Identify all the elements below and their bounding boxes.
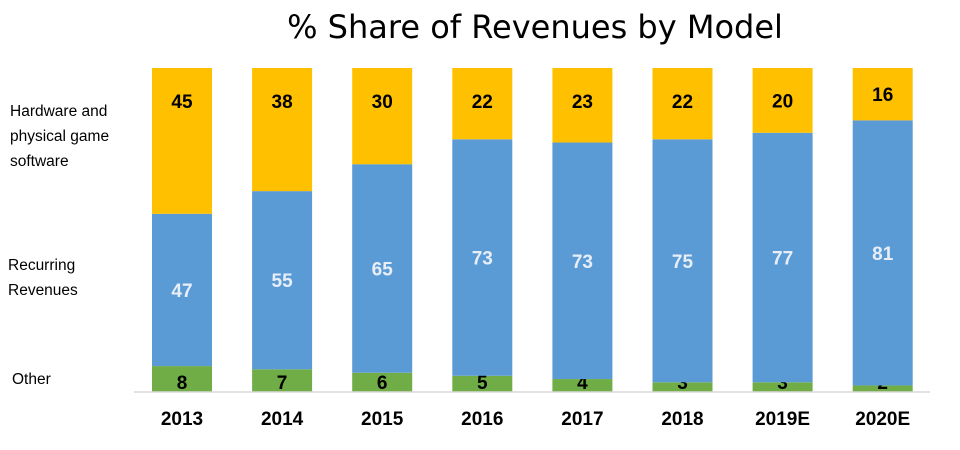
data-label-recurring-2019E: 77	[772, 249, 793, 270]
bar-other-2018	[652, 382, 713, 392]
data-label-other-2019E: 3	[777, 373, 788, 394]
data-label-other-2014: 7	[277, 373, 288, 394]
x-tick-label-2017: 2017	[561, 409, 603, 430]
x-tick-label-2015: 2015	[361, 409, 404, 430]
data-label-hardware-2016: 22	[472, 92, 493, 113]
data-label-recurring-2020E: 81	[872, 244, 894, 265]
bar-hardware-2018	[652, 68, 713, 140]
data-label-recurring-2014: 55	[272, 271, 294, 292]
bar-hardware-2019E	[752, 68, 813, 133]
bar-other-2014	[252, 369, 313, 392]
bar-hardware-2013	[152, 68, 212, 214]
data-label-recurring-2016: 73	[472, 249, 493, 270]
bar-recurring-2018	[652, 139, 713, 383]
data-label-hardware-2019E: 20	[772, 91, 793, 112]
data-label-other-2018: 3	[677, 373, 688, 394]
legend-label-other: Other	[12, 371, 51, 388]
data-label-other-2016: 5	[477, 373, 488, 394]
legend-label-hardware: Hardware and physical game software	[10, 103, 110, 170]
x-tick-label-2014: 2014	[261, 409, 304, 430]
chart-title: % Share of Revenues by Model	[287, 8, 783, 46]
bar-other-2020E	[852, 385, 913, 392]
x-tick-label-2019E: 2019E	[755, 409, 810, 430]
data-label-recurring-2015: 65	[372, 259, 394, 280]
bar-other-2015	[352, 372, 413, 392]
legend-label-recurring: Recurring Revenues	[8, 257, 78, 299]
bar-recurring-2019E	[752, 132, 813, 383]
x-tick-label-2018: 2018	[661, 409, 703, 430]
data-label-recurring-2018: 75	[672, 252, 694, 273]
bar-recurring-2015	[352, 164, 413, 373]
bar-recurring-2020E	[852, 120, 913, 386]
data-label-hardware-2018: 22	[672, 92, 693, 113]
bar-hardware-2014	[252, 68, 313, 192]
bar-recurring-2017	[552, 142, 613, 380]
data-label-hardware-2014: 38	[272, 92, 293, 113]
bar-hardware-2020E	[852, 68, 913, 121]
data-label-recurring-2013: 47	[171, 281, 192, 302]
bar-recurring-2016	[452, 139, 513, 376]
x-tick-label-2013: 2013	[161, 409, 203, 430]
data-label-other-2015: 6	[377, 373, 388, 394]
data-label-hardware-2013: 45	[171, 92, 193, 113]
x-tick-label-2020E: 2020E	[855, 409, 910, 430]
bar-other-2013	[152, 366, 212, 392]
x-tick-label-2016: 2016	[461, 409, 503, 430]
x-tick-labels: 2013 2014 2015 2016 2017 2018 2019E 2020E	[161, 409, 910, 430]
bar-hardware-2015	[352, 68, 413, 165]
data-label-hardware-2020E: 16	[872, 85, 893, 106]
data-label-other-2017: 4	[577, 373, 588, 394]
bar-other-2017	[552, 379, 613, 392]
bars-group: 8474575538665305732247323375223772028116	[152, 68, 913, 394]
bar-recurring-2013	[152, 213, 212, 367]
bar-recurring-2014	[252, 191, 313, 370]
data-label-hardware-2017: 23	[572, 92, 593, 113]
bar-other-2019E	[752, 382, 813, 392]
bar-hardware-2016	[452, 68, 513, 140]
data-label-hardware-2015: 30	[372, 92, 393, 113]
bar-other-2016	[452, 375, 513, 392]
data-label-other-2013: 8	[177, 373, 188, 394]
bar-hardware-2017	[552, 68, 613, 143]
data-label-recurring-2017: 73	[572, 252, 593, 273]
